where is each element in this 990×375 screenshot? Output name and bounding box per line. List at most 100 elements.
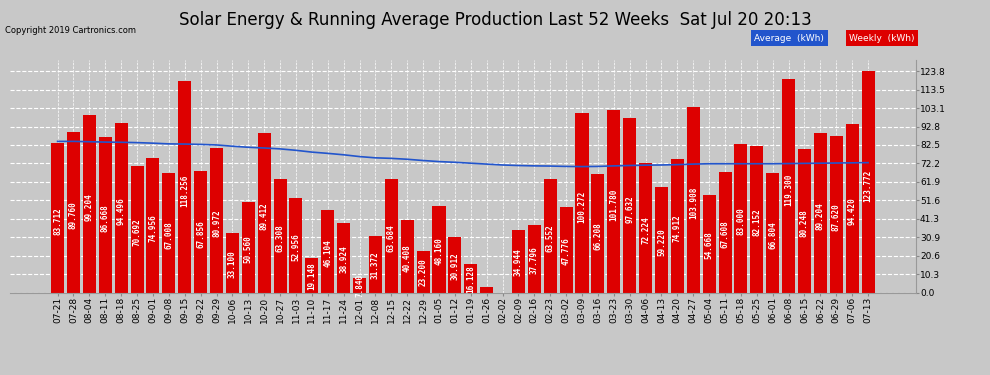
Text: 119.300: 119.300 [784, 174, 793, 206]
Bar [735, 144, 747, 292]
Bar [257, 133, 270, 292]
Text: 74.912: 74.912 [673, 214, 682, 242]
Text: 66.208: 66.208 [593, 222, 602, 249]
Text: 37.796: 37.796 [530, 246, 539, 274]
Text: 16.128: 16.128 [466, 265, 475, 292]
Bar [528, 225, 541, 292]
Text: 86.668: 86.668 [101, 204, 110, 232]
Text: 59.220: 59.220 [657, 228, 666, 255]
Bar [273, 179, 286, 292]
Bar [147, 159, 159, 292]
Text: 80.972: 80.972 [212, 209, 221, 237]
Bar [67, 132, 80, 292]
Bar [703, 195, 716, 292]
Text: 66.804: 66.804 [768, 221, 777, 249]
Bar [210, 148, 223, 292]
Bar [417, 251, 430, 292]
Text: 47.776: 47.776 [561, 238, 570, 266]
Text: Solar Energy & Running Average Production Last 52 Weeks  Sat Jul 20 20:13: Solar Energy & Running Average Productio… [178, 11, 812, 29]
Bar [766, 173, 779, 292]
Bar [448, 237, 461, 292]
Bar [131, 166, 144, 292]
Bar [369, 236, 382, 292]
Text: 31.372: 31.372 [371, 252, 380, 279]
Text: 33.100: 33.100 [228, 250, 237, 278]
Bar [655, 187, 668, 292]
Bar [338, 223, 350, 292]
Text: 87.620: 87.620 [832, 203, 841, 231]
Bar [401, 220, 414, 292]
Text: Weekly  (kWh): Weekly (kWh) [849, 34, 915, 43]
Bar [559, 207, 572, 292]
Text: 89.204: 89.204 [816, 202, 825, 230]
Bar [321, 210, 335, 292]
Bar [640, 164, 652, 292]
Text: 46.104: 46.104 [324, 239, 333, 267]
Text: 30.912: 30.912 [450, 252, 459, 280]
Text: 101.780: 101.780 [609, 189, 619, 221]
Text: 94.420: 94.420 [847, 198, 856, 225]
Text: 63.552: 63.552 [545, 224, 554, 252]
Text: 80.248: 80.248 [800, 210, 809, 237]
Text: 63.684: 63.684 [387, 224, 396, 252]
Bar [178, 81, 191, 292]
Bar [162, 172, 175, 292]
Bar [51, 143, 64, 292]
Text: 70.692: 70.692 [133, 218, 142, 246]
Bar [305, 258, 319, 292]
Bar [226, 233, 239, 292]
Bar [782, 79, 795, 292]
Bar [687, 106, 700, 292]
Text: 38.924: 38.924 [340, 245, 348, 273]
Text: 67.608: 67.608 [721, 220, 730, 248]
Bar [480, 287, 493, 292]
Bar [607, 111, 621, 292]
Text: 89.760: 89.760 [69, 202, 78, 229]
Bar [115, 123, 128, 292]
Text: 118.256: 118.256 [180, 175, 189, 207]
Text: 34.944: 34.944 [514, 249, 523, 276]
Bar [194, 171, 207, 292]
Text: 48.160: 48.160 [435, 237, 444, 265]
Text: 50.560: 50.560 [244, 235, 252, 263]
Text: 83.712: 83.712 [53, 207, 62, 234]
Text: 82.152: 82.152 [752, 208, 761, 236]
Bar [99, 138, 112, 292]
Bar [861, 71, 874, 292]
Text: 54.668: 54.668 [705, 232, 714, 260]
Text: 74.956: 74.956 [148, 214, 157, 242]
Text: 40.408: 40.408 [403, 244, 412, 272]
Text: 67.008: 67.008 [164, 221, 173, 249]
Text: 100.272: 100.272 [577, 190, 586, 223]
Bar [464, 264, 477, 292]
Bar [798, 149, 811, 292]
Text: 103.908: 103.908 [689, 187, 698, 219]
Bar [544, 179, 556, 292]
Bar [830, 136, 842, 292]
Bar [433, 206, 446, 292]
Text: 67.856: 67.856 [196, 220, 205, 248]
Text: 7.840: 7.840 [355, 274, 364, 297]
Bar [814, 133, 827, 292]
Text: 72.224: 72.224 [642, 217, 650, 244]
Bar [385, 178, 398, 292]
Text: 89.412: 89.412 [259, 202, 268, 229]
Bar [83, 115, 96, 292]
Bar [512, 230, 525, 292]
Bar [289, 198, 303, 292]
Bar [575, 113, 588, 292]
Text: Average  (kWh): Average (kWh) [754, 34, 825, 43]
Bar [353, 279, 366, 292]
Text: 63.308: 63.308 [275, 224, 284, 252]
Bar [623, 118, 637, 292]
Text: 23.200: 23.200 [419, 259, 428, 286]
Bar [750, 146, 763, 292]
Text: 99.204: 99.204 [85, 194, 94, 221]
Bar [845, 124, 858, 292]
Bar [671, 159, 684, 292]
Text: 52.956: 52.956 [291, 233, 300, 261]
Text: 19.148: 19.148 [307, 262, 317, 290]
Text: 97.632: 97.632 [626, 195, 635, 222]
Text: Copyright 2019 Cartronics.com: Copyright 2019 Cartronics.com [5, 26, 136, 35]
Text: 123.772: 123.772 [863, 170, 872, 202]
